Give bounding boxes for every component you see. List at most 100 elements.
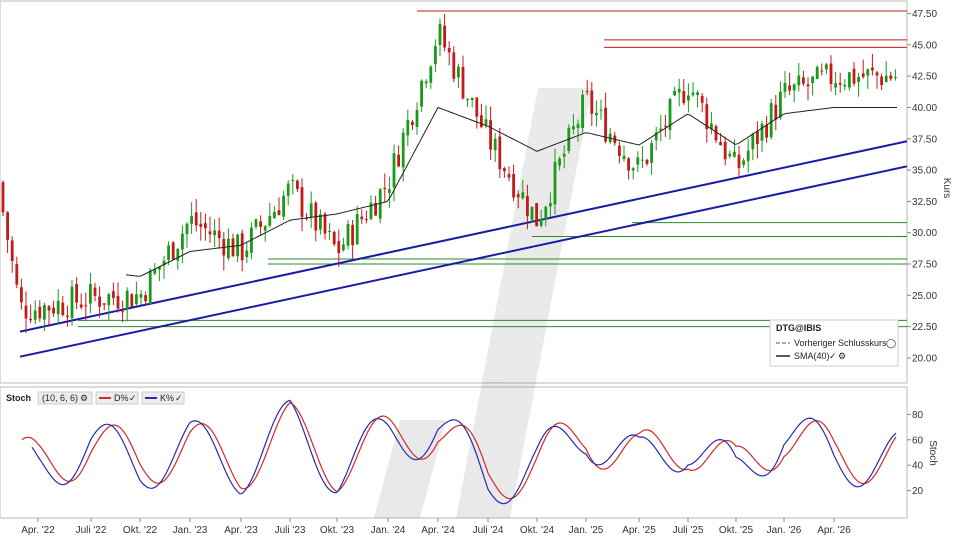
candle-body — [56, 300, 60, 315]
candle-body — [838, 82, 842, 85]
candle-body — [553, 161, 557, 205]
candle-body — [572, 126, 575, 130]
candle-body — [162, 260, 166, 266]
stoch-tick-label: 60 — [912, 435, 924, 446]
lower-trend-line — [19, 165, 908, 358]
candle-body — [319, 214, 322, 230]
candle-body — [484, 119, 488, 125]
candle-body — [93, 287, 97, 296]
candle-body — [429, 66, 433, 83]
candle-body — [604, 107, 607, 142]
stoch-d-check-icon[interactable]: ✓ — [129, 393, 137, 403]
candle-body — [204, 223, 207, 229]
candle-body — [756, 130, 759, 144]
candle-body — [627, 158, 630, 171]
chart-logo-watermark — [374, 88, 592, 518]
candle-body — [125, 290, 129, 309]
candle-body — [714, 126, 718, 141]
candle-body — [107, 294, 111, 306]
candle-body — [420, 80, 423, 107]
candle-body — [231, 238, 235, 257]
candle-body — [66, 315, 69, 318]
price-panel-frame — [0, 0, 908, 384]
candle-body — [438, 23, 442, 45]
legend-prev-close: Vorheriger Schlusskurs — [794, 338, 887, 348]
candle-body — [392, 153, 396, 188]
legend-sma-check-icon[interactable]: ✓ — [829, 351, 837, 361]
price-tick-label: 40.00 — [912, 103, 937, 114]
candle-body — [1, 182, 5, 213]
x-tick-label: Juli '23 — [275, 525, 306, 536]
candle-body — [719, 142, 722, 146]
candle-body — [737, 154, 741, 169]
candle-body — [273, 211, 276, 219]
candle-body — [549, 202, 552, 207]
candle-body — [884, 75, 888, 83]
candle-body — [171, 242, 175, 260]
candle-body — [636, 157, 640, 165]
price-tick-label: 35.00 — [912, 166, 937, 177]
candle-body — [871, 67, 874, 71]
candle-body — [470, 97, 474, 101]
candle-body — [424, 81, 428, 84]
candle-body — [894, 76, 897, 78]
stoch-d-line — [21, 401, 897, 500]
candle-body — [576, 124, 580, 129]
candle-body — [259, 221, 262, 227]
candle-body — [75, 284, 78, 303]
candle-body — [654, 132, 658, 141]
candle-body — [843, 84, 847, 87]
candle-body — [687, 95, 690, 101]
candle-body — [33, 310, 37, 320]
price-tick-label: 47.50 — [912, 9, 937, 20]
candle-body — [631, 168, 635, 171]
candle-body — [861, 73, 865, 77]
price-tick-label: 22.50 — [912, 322, 937, 333]
trend-lines — [19, 140, 908, 358]
candle-body — [144, 295, 147, 302]
candle-body — [286, 183, 290, 196]
candle-body — [530, 206, 534, 220]
candle-body — [733, 151, 736, 157]
candle-body — [558, 158, 561, 166]
candle-body — [20, 287, 23, 303]
candle-body — [742, 160, 745, 165]
candle-body — [443, 25, 446, 48]
candle-body — [181, 233, 184, 250]
candle-body — [374, 202, 377, 216]
legend-prev-close-toggle-icon[interactable]: ◯ — [886, 338, 896, 349]
candle-body — [677, 88, 681, 93]
candle-body — [503, 168, 506, 172]
candle-body — [291, 180, 295, 182]
stoch-y-ticks: 20 40 60 80 — [907, 410, 924, 497]
x-tick-label: Okt. '25 — [719, 525, 754, 536]
candle-body — [139, 294, 143, 298]
x-tick-label: Juli '25 — [673, 525, 704, 536]
candle-body — [641, 159, 644, 161]
candle-body — [130, 294, 134, 307]
x-tick-label: Okt. '24 — [520, 525, 555, 536]
x-tick-label: Juli '24 — [473, 525, 504, 536]
stoch-k-check-icon[interactable]: ✓ — [175, 393, 183, 403]
candle-body — [378, 189, 382, 219]
candle-body — [723, 141, 727, 160]
candle-body — [618, 145, 621, 157]
candle-body — [43, 305, 46, 320]
price-y-ticks: 20.00 22.50 25.00 27.50 30.00 32.50 35.00 37.50… — [907, 9, 937, 364]
legend-sma-settings-icon[interactable]: ⚙ — [838, 351, 846, 361]
candle-body — [746, 150, 750, 162]
stoch-settings-icon[interactable]: ⚙ — [80, 393, 88, 403]
candle-body — [277, 210, 281, 216]
candle-body — [369, 202, 373, 219]
candle-body — [774, 104, 778, 120]
candle-body — [466, 98, 469, 101]
candle-body — [880, 76, 883, 86]
candle-body — [360, 216, 364, 220]
candle-body — [599, 109, 603, 111]
candle-body — [263, 226, 267, 231]
candle-body — [811, 76, 814, 84]
stoch-params[interactable]: (10, 6, 6) — [42, 393, 78, 403]
candle-body — [401, 132, 405, 168]
candle-body — [889, 75, 893, 79]
candle-body — [475, 97, 479, 117]
